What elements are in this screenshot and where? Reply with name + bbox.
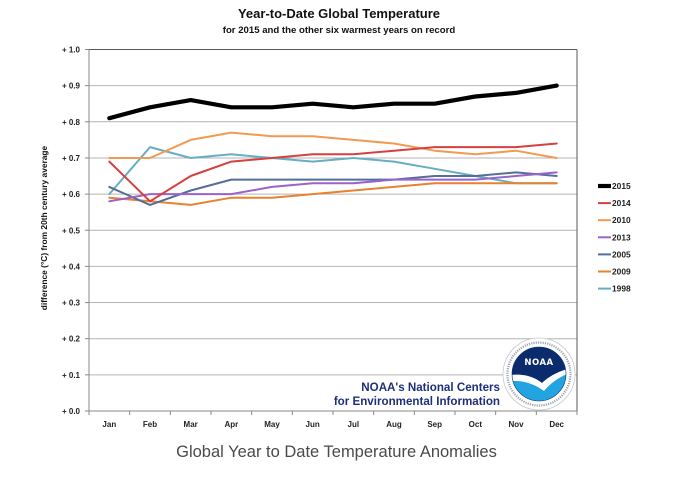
noaa-logo-icon: NOAA (502, 337, 576, 411)
legend-item-2014: 2014 (598, 198, 631, 208)
legend-item-1998: 1998 (598, 284, 631, 294)
x-tick-label: Sep (427, 420, 442, 429)
y-tick-label: + 0.2 (62, 335, 81, 344)
legend-label: 1998 (612, 284, 631, 294)
x-tick-label: Aug (386, 420, 402, 429)
y-tick-label: + 0.5 (62, 226, 81, 235)
axes (85, 49, 578, 415)
x-tick-label: Jul (348, 420, 360, 429)
legend-item-2005: 2005 (598, 249, 631, 259)
tick-labels: + 0.0 + 0.1 + 0.2 + 0.3 + 0.4 + 0.5 + 0.6 + 0.7… (62, 46, 565, 430)
noaa-logo-text: NOAA (524, 358, 553, 368)
temperature-chart: Year-to-Date Global Temperature for 2015… (39, 6, 631, 430)
x-tick-label: Mar (184, 420, 198, 429)
x-tick-label: Jan (102, 420, 116, 429)
series-line-2014 (108, 142, 558, 203)
branding-block: NOAA's National Centers for Environmenta… (334, 337, 576, 411)
x-tick-label: Nov (508, 420, 524, 429)
series-line-1998 (108, 146, 558, 196)
branding-line-2: for Environmental Information (334, 395, 500, 408)
y-tick-label: + 0.7 (62, 154, 81, 163)
legend-item-2010: 2010 (598, 215, 631, 225)
series-line-2015 (107, 83, 559, 121)
y-tick-label: + 0.9 (62, 82, 81, 91)
y-tick-label: + 0.8 (62, 118, 81, 127)
x-tick-label: May (264, 420, 280, 429)
legend-item-2013: 2013 (598, 232, 631, 242)
y-axis-title: difference (°C) from 20th century averag… (39, 145, 49, 310)
legend-item-2009: 2009 (598, 267, 631, 277)
gridlines (89, 85, 577, 376)
series-lines (107, 83, 559, 206)
branding-line-1: NOAA's National Centers (361, 381, 500, 394)
legend-label: 2014 (612, 198, 631, 208)
y-tick-label: + 0.0 (62, 407, 81, 416)
y-tick-label: + 0.6 (62, 190, 81, 199)
legend-label: 2010 (612, 215, 631, 225)
legend-label: 2009 (612, 267, 631, 277)
legend-label: 2005 (612, 249, 631, 259)
legend-label: 2015 (612, 181, 631, 191)
chart-title: Year-to-Date Global Temperature (238, 6, 440, 21)
x-tick-label: Feb (143, 420, 157, 429)
x-tick-label: Apr (224, 420, 238, 429)
x-tick-label: Dec (549, 420, 564, 429)
series-line-2010 (108, 131, 558, 159)
legend: 2015 2014 2010 2013 2005 2009 1998 (598, 181, 631, 294)
y-tick-label: + 1.0 (62, 46, 81, 55)
y-tick-label: + 0.3 (62, 299, 81, 308)
series-line-2005 (108, 171, 558, 206)
series-line-2009 (108, 182, 558, 206)
series-line-2013 (108, 171, 558, 203)
legend-item-2015: 2015 (598, 181, 631, 191)
y-tick-label: + 0.1 (62, 371, 81, 380)
x-tick-label: Oct (469, 420, 483, 429)
legend-label: 2013 (612, 232, 631, 242)
x-tick-label: Jun (306, 420, 320, 429)
figure-caption: Global Year to Date Temperature Anomalie… (176, 443, 497, 461)
y-tick-label: + 0.4 (62, 262, 81, 271)
chart-subtitle: for 2015 and the other six warmest years… (223, 25, 456, 36)
